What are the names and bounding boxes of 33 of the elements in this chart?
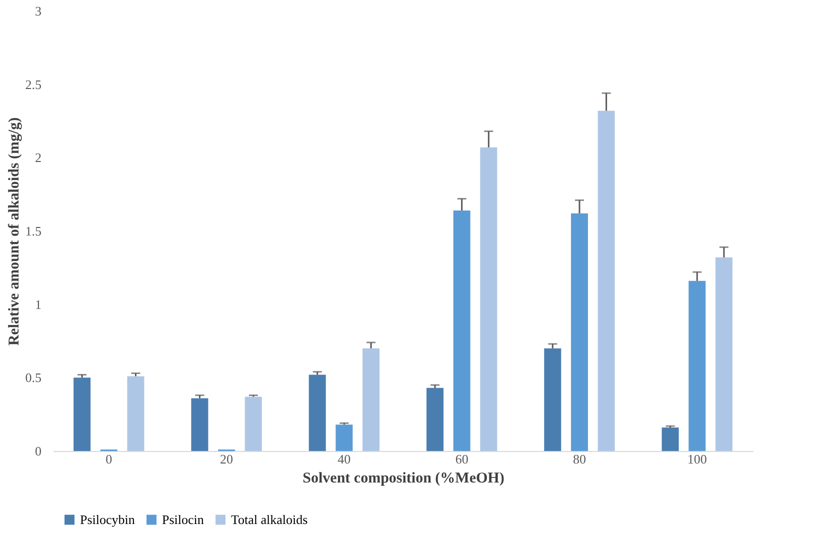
legend-label: Total alkaloids <box>231 512 308 527</box>
bar <box>662 428 679 451</box>
bar <box>480 147 498 451</box>
legend-label: Psilocin <box>162 512 204 527</box>
bar <box>127 376 144 451</box>
bar <box>308 374 326 451</box>
y-tick-label: 3 <box>35 4 42 18</box>
bar <box>426 388 444 451</box>
bar <box>453 210 470 451</box>
x-tick-label: 40 <box>338 452 351 466</box>
x-axis-title: Solvent composition (%MeOH) <box>302 470 504 486</box>
bar <box>544 348 562 451</box>
legend-label: Psilocybin <box>80 512 136 527</box>
y-axis-title: Relative amount of alkaloids (mg/g) <box>6 117 22 346</box>
y-tick-label: 1.5 <box>25 224 42 238</box>
bar <box>688 280 706 451</box>
bar <box>74 378 91 451</box>
bar <box>598 110 615 451</box>
x-tick-label: 0 <box>106 452 112 466</box>
x-tick-label: 60 <box>455 452 468 466</box>
bar <box>191 398 208 451</box>
bar <box>715 257 732 451</box>
y-tick-label: 0.5 <box>25 370 42 386</box>
bar <box>362 348 380 451</box>
bar <box>244 396 262 451</box>
y-tick-label: 1 <box>35 296 42 312</box>
y-tick-label: 2.5 <box>25 76 42 92</box>
bar <box>570 213 588 451</box>
bar <box>336 424 353 451</box>
y-tick-label: 2 <box>35 150 42 166</box>
x-tick-label: 100 <box>687 452 707 466</box>
x-tick-label: 80 <box>572 452 586 466</box>
x-tick-label: 20 <box>220 452 234 466</box>
